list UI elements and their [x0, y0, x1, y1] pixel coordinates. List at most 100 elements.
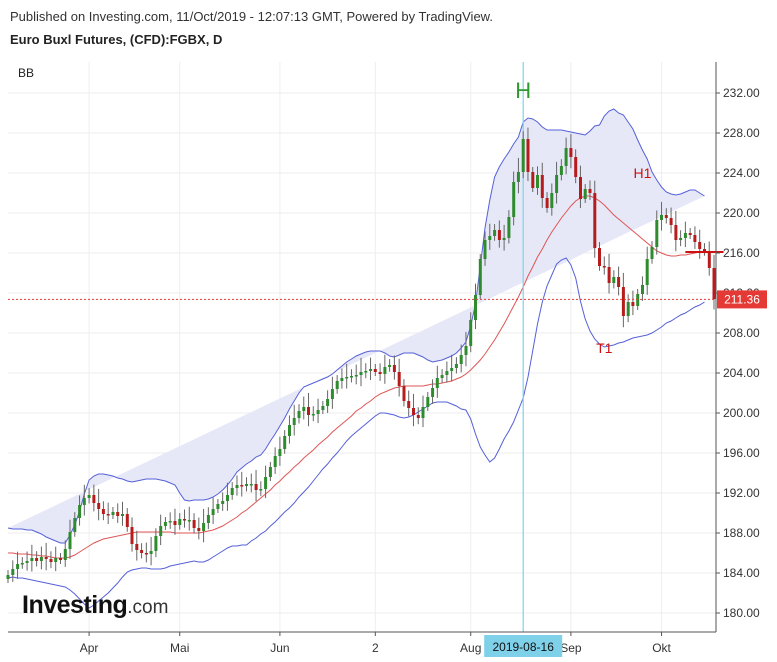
candle-up	[245, 484, 248, 486]
y-tick-label: 196.00	[723, 446, 760, 460]
candle-up	[264, 477, 268, 489]
logo-suffix: .com	[127, 597, 169, 618]
candle-up	[483, 240, 487, 259]
candle-down	[621, 287, 625, 316]
candle-up	[445, 371, 449, 375]
candle-up	[273, 456, 277, 467]
candle-up	[464, 346, 468, 355]
candle-down	[497, 230, 501, 240]
candle-up	[478, 259, 482, 295]
candle-down	[101, 509, 105, 514]
candle-up	[435, 378, 439, 388]
candle-up	[30, 558, 34, 561]
price-label-box	[717, 290, 767, 309]
x-tick-label: Okt	[652, 641, 671, 655]
y-tick-label: 188.00	[723, 526, 760, 540]
candle-down	[407, 401, 411, 408]
candle-up	[87, 495, 91, 498]
y-tick-label: 192.00	[723, 486, 760, 500]
candle-down	[416, 415, 420, 418]
candle-down	[59, 558, 62, 560]
candle-down	[173, 521, 177, 525]
candle-down	[130, 527, 134, 544]
candle-up	[388, 365, 392, 367]
x-tick-label: Aug	[460, 641, 481, 655]
candle-down	[545, 198, 549, 208]
candle-down	[540, 175, 544, 198]
candle-up	[211, 509, 215, 515]
upper-band-line	[7, 108, 705, 544]
candle-down	[254, 484, 258, 490]
candle-up	[493, 230, 497, 236]
candle-down	[392, 365, 396, 372]
candle-up	[359, 372, 363, 375]
candle-up	[278, 449, 282, 456]
candle-down	[106, 514, 110, 516]
candle-up	[612, 277, 616, 283]
candle-up	[364, 371, 368, 373]
candle-up	[292, 418, 296, 425]
candle-down	[569, 148, 573, 157]
candle-up	[650, 247, 654, 259]
x-tick-label: Jun	[270, 641, 289, 655]
candle-up	[335, 381, 339, 389]
candle-up	[440, 375, 444, 378]
candle-up	[550, 193, 554, 208]
candle-down	[116, 512, 120, 516]
candle-up	[321, 406, 325, 410]
candle-up	[354, 375, 358, 377]
candle-up	[78, 505, 82, 518]
candle-down	[44, 557, 48, 559]
candle-up	[178, 519, 182, 525]
candle-up	[564, 148, 568, 166]
candle-up	[6, 575, 10, 579]
bollinger-band-fill	[8, 109, 705, 543]
candle-down	[397, 372, 401, 386]
basis-line	[8, 195, 705, 559]
candle-up	[330, 389, 334, 399]
candle-down	[531, 172, 535, 188]
candle-up	[383, 367, 387, 374]
candle-down	[588, 189, 592, 193]
x-tick-label: Sep	[560, 641, 582, 655]
candle-down	[602, 266, 606, 268]
candle-up	[474, 295, 477, 320]
candle-up	[426, 397, 430, 407]
candle-down	[698, 242, 702, 249]
candle-down	[526, 139, 530, 172]
candle-down	[192, 520, 196, 528]
candle-down	[631, 302, 635, 306]
candle-down	[664, 215, 668, 218]
candle-up	[316, 410, 320, 414]
candle-down	[35, 558, 39, 561]
published-note: Published on Investing.com, 11/Oct/2019 …	[10, 9, 493, 24]
annotation-h1: H1	[633, 165, 651, 181]
logo-brand: Investing	[22, 591, 128, 619]
candle-down	[617, 277, 621, 287]
y-tick-label: 232.00	[723, 86, 760, 100]
candle-up	[345, 377, 349, 379]
candle-up	[536, 175, 539, 188]
candle-up	[121, 514, 124, 516]
candle-down	[707, 251, 711, 268]
candle-up	[202, 523, 206, 531]
y-tick-label: 208.00	[723, 326, 760, 340]
candle-down	[144, 553, 148, 555]
candle-down	[402, 386, 406, 401]
lower-band-line	[7, 257, 705, 609]
candle-up	[431, 388, 435, 397]
candle-up	[516, 172, 520, 182]
candle-up	[507, 217, 511, 238]
candle-down	[240, 485, 244, 487]
candle-up	[82, 498, 86, 505]
y-tick-label: 220.00	[723, 206, 760, 220]
candle-up	[512, 182, 516, 217]
candle-up	[206, 515, 210, 523]
candle-up	[450, 368, 454, 371]
candle-down	[92, 495, 96, 503]
indicator-label: BB	[18, 66, 35, 80]
candle-up	[187, 520, 191, 522]
candle-down	[712, 268, 716, 299]
candle-up	[68, 532, 72, 549]
